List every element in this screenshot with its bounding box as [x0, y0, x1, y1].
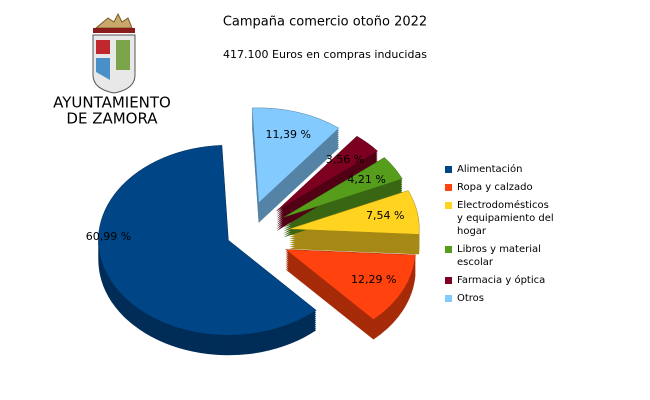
slice	[98, 145, 317, 336]
value-label: 12,29 %	[351, 273, 396, 286]
legend-item: Libros y material escolar	[445, 243, 557, 269]
legend-swatch	[445, 184, 452, 191]
legend-label: Alimentación	[457, 164, 523, 175]
chart-title: Campaña comercio otoño 2022	[223, 15, 427, 30]
legend: Alimentación Ropa y calzado Electrodomésti…	[445, 163, 557, 310]
legend-label: Libros y material escolar	[457, 244, 541, 268]
logo-line: AYUNTAMIENTO	[53, 94, 171, 112]
value-label: 11,39 %	[265, 128, 310, 141]
value-label: 3,56 %	[326, 153, 364, 166]
legend-label: Electrodomésticos y equipamiento del hog…	[457, 200, 554, 237]
legend-item: Otros	[445, 292, 557, 305]
legend-label: Otros	[457, 293, 485, 304]
legend-swatch	[445, 246, 452, 253]
legend-item: Alimentación	[445, 163, 557, 176]
legend-label: Farmacia y óptica	[457, 275, 546, 286]
legend-item: Farmacia y óptica	[445, 274, 557, 287]
slice	[289, 190, 420, 235]
legend-item: Ropa y calzado	[445, 181, 557, 194]
slice	[283, 157, 403, 218]
value-label: 7,54 %	[366, 209, 404, 222]
logo: AYUNTAMIENTO DE ZAMORA	[53, 12, 171, 128]
legend-swatch	[445, 166, 452, 173]
logo-line: DE ZAMORA	[66, 110, 158, 128]
slice	[284, 249, 416, 320]
slice	[251, 107, 340, 204]
legend-label: Ropa y calzado	[457, 182, 533, 193]
legend-swatch	[445, 277, 452, 284]
chart-subtitle: 417.100 Euros en compras inducidas	[223, 48, 427, 61]
value-label: 4,21 %	[347, 173, 385, 186]
legend-swatch	[445, 202, 452, 209]
slice	[276, 135, 378, 212]
legend-item: Electrodomésticos y equipamiento del hog…	[445, 199, 557, 238]
legend-swatch	[445, 295, 452, 302]
value-label: 60,99 %	[86, 230, 131, 243]
